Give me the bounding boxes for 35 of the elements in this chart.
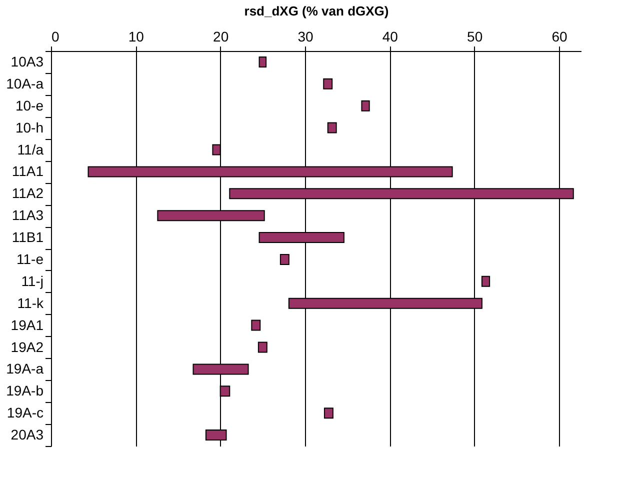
y-tick-label: 11A2 [12,185,44,202]
y-tick-label: 19A-c [6,404,44,421]
y-tick-label: 19A-a [6,360,44,377]
y-tick-label: 11-j [21,272,44,289]
y-tick-label: 19A1 [10,316,44,333]
x-tick-label: 60 [552,28,568,44]
x-tick-label: 10 [128,28,144,44]
y-tick-label: 11-k [17,294,44,311]
x-tick-label: 50 [467,28,483,44]
y-tick-label: 11/a [17,141,44,158]
bar [361,100,370,112]
x-tick-label: 0 [52,28,60,44]
bar [251,320,261,331]
x-axis-title: rsd_dXG (% van dGXG) [244,4,389,18]
bar [258,56,267,68]
y-tick-label: 10A3 [10,53,44,70]
y-tick-label: 20A3 [10,426,44,443]
y-tick-label: 19A2 [10,338,44,355]
y-tick-label: 10A-a [6,75,44,92]
bar [327,122,337,134]
y-tick-label: 19A-b [6,382,44,399]
y-tick-label: 10-h [15,119,44,136]
x-tick-label: 20 [213,28,229,44]
y-tick-label: 11-e [16,250,44,267]
y-tick-label: 11B1 [12,229,44,246]
bar [323,78,333,90]
x-tick-label: 40 [382,28,398,44]
bar [481,276,490,287]
y-tick-label: 11A1 [12,163,44,180]
x-tick-label: 30 [298,28,314,44]
bar [258,342,268,353]
bar [324,408,334,419]
y-tick-label: 11A3 [12,207,44,224]
y-tick-label: 10-e [15,97,44,114]
bar [280,254,290,265]
